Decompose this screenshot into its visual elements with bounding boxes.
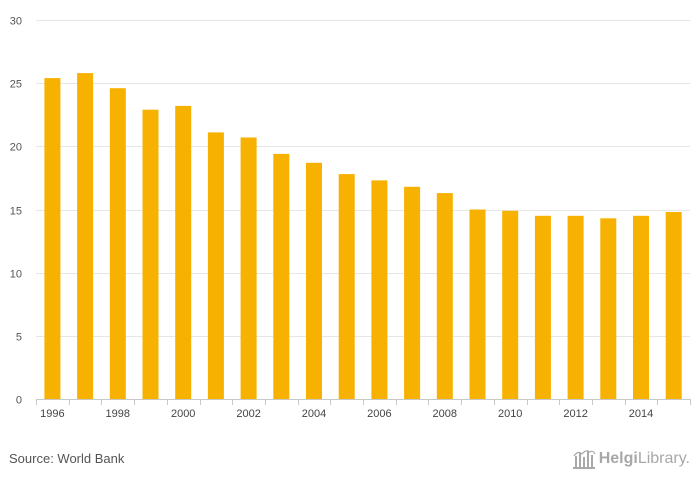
y-tick-label-30: 30 [10, 16, 22, 28]
y-tick-label-0: 0 [16, 395, 22, 407]
bar-2002 [240, 137, 257, 399]
bar-1999 [142, 109, 159, 399]
bar-2007 [404, 186, 421, 399]
x-tick-label-2004: 2004 [302, 408, 326, 420]
logo-text-library: Library. [637, 450, 690, 467]
y-tick-label-5: 5 [16, 332, 22, 344]
x-axis [36, 399, 691, 405]
x-tick-label-2002: 2002 [236, 408, 260, 420]
bar-2006 [371, 180, 388, 399]
y-tick-label-10: 10 [10, 269, 22, 281]
bar-2014 [633, 215, 649, 399]
x-tick-label-2006: 2006 [367, 408, 391, 420]
x-tick-label-1998: 1998 [106, 408, 130, 420]
x-tick-label-2012: 2012 [563, 408, 587, 420]
bar-2004 [306, 162, 322, 399]
bar-2011 [534, 215, 551, 399]
x-axis-labels: 1996 1998 2000 2002 2004 2006 2008 2010 2012 2014 [40, 408, 653, 420]
bar-1997 [77, 73, 94, 399]
grid-lines [36, 20, 690, 337]
x-tick-label-2010: 2010 [498, 408, 522, 420]
bar-2008 [436, 193, 453, 399]
x-tick-label-2014: 2014 [629, 408, 653, 420]
bar-2000 [175, 105, 192, 400]
bar-2003 [273, 153, 290, 399]
bar-2015 [665, 212, 682, 399]
bar-chart: 0 5 10 15 20 25 30 1996 1998 2000 2002 2004 2006 200… [10, 16, 691, 420]
bar-2010 [502, 210, 519, 399]
x-tick-label-1996: 1996 [40, 408, 64, 420]
logo-text-helgi: Helgi [598, 450, 638, 467]
helgilibrary-logo[interactable]: Helgi Library. [572, 446, 690, 472]
y-tick-label-20: 20 [10, 142, 22, 154]
y-tick-label-15: 15 [10, 206, 22, 218]
bar-1996 [44, 78, 61, 399]
y-tick-label-25: 25 [10, 79, 22, 91]
bar-2005 [338, 174, 355, 399]
x-tick-label-2008: 2008 [433, 408, 457, 420]
x-tick-label-2000: 2000 [171, 408, 195, 420]
bar-2012 [567, 215, 584, 399]
bar-series [44, 73, 682, 400]
library-building-icon [572, 450, 596, 469]
bar-2001 [207, 132, 224, 399]
y-axis-labels: 0 5 10 15 20 25 30 [10, 16, 22, 407]
bar-2009 [469, 209, 486, 399]
bar-2013 [600, 218, 617, 399]
bar-1998 [109, 88, 126, 399]
source-note: Source: World Bank [9, 451, 125, 466]
